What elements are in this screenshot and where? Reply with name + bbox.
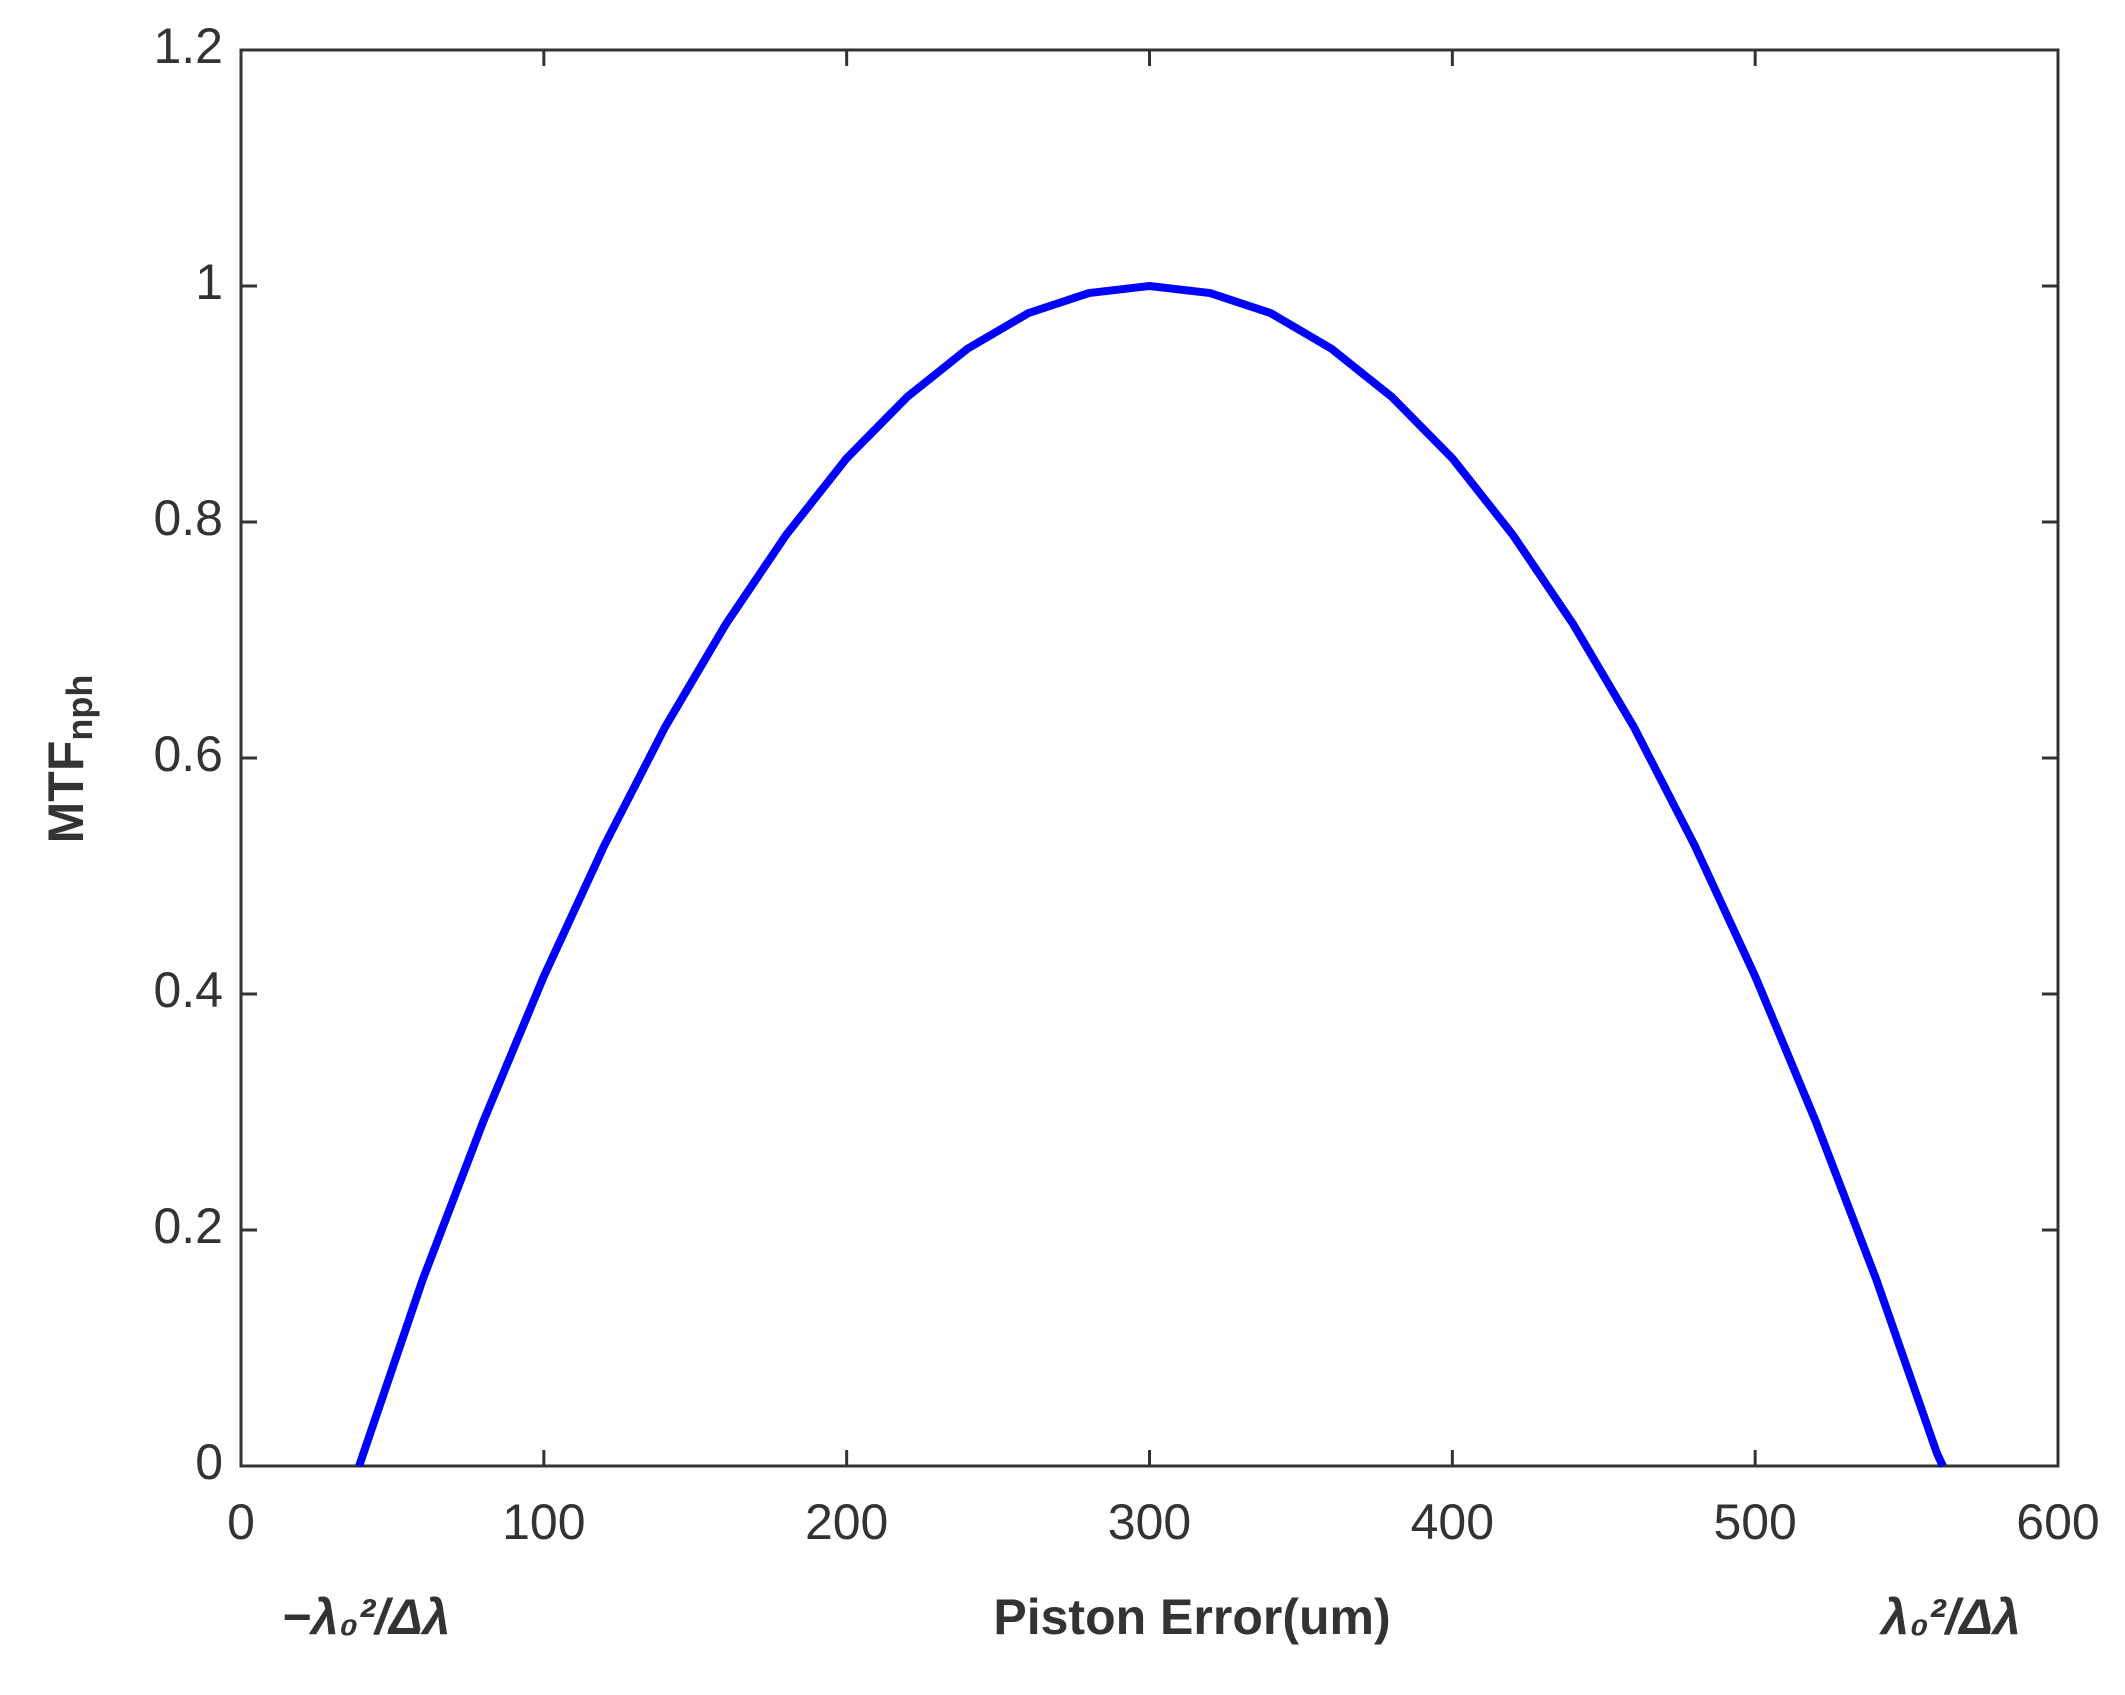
y-tick-label: 0.2 [153,1198,223,1254]
y-tick-label: 1.2 [153,18,223,74]
x-tick-label: 600 [2016,1494,2099,1550]
y-axis-label: MTFnph [38,675,99,844]
annotation: −λ₀²/Δλ [282,1589,451,1645]
data-line [355,282,1947,1468]
x-tick-label: 300 [1108,1494,1191,1550]
x-axis-label: Piston Error(um) [993,1589,1390,1645]
x-tick-label: 0 [227,1494,255,1550]
y-tick-label: 0.8 [153,490,223,546]
y-tick-label: 0 [195,1434,223,1490]
y-tick-label: 1 [195,254,223,310]
x-tick-label: 400 [1411,1494,1494,1550]
x-tick-label: 500 [1713,1494,1796,1550]
y-label-sub: nph [59,675,100,741]
y-label-main: MTF [38,741,94,844]
x-tick-label: 100 [502,1494,585,1550]
x-tick-label: 200 [805,1494,888,1550]
annotation: λ₀²/Δλ [1878,1589,2020,1645]
y-tick-label: 0.6 [153,726,223,782]
plot-frame [239,48,2060,1468]
y-tick-label: 0.4 [153,962,223,1018]
